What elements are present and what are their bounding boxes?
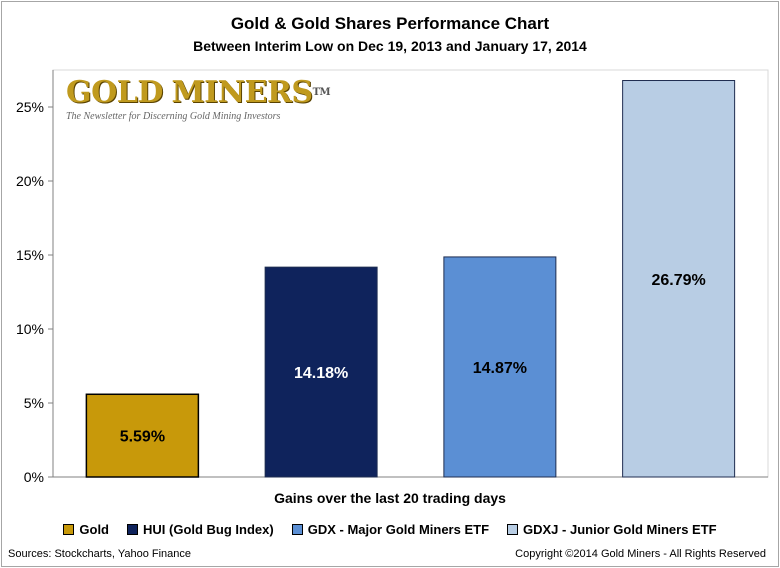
chart-legend: Gold HUI (Gold Bug Index) GDX - Major Gold… xyxy=(0,522,780,537)
legend-item: GDXJ - Junior Gold Miners ETF xyxy=(507,522,717,537)
y-tick-label: 20% xyxy=(16,173,44,189)
legend-label: GDX - Major Gold Miners ETF xyxy=(307,522,490,537)
bar xyxy=(264,266,378,478)
logo-trademark: TM xyxy=(312,87,331,98)
legend-item: HUI (Gold Bug Index) xyxy=(127,522,274,537)
logo-name-part1: GOLD xyxy=(66,75,163,110)
bar xyxy=(622,80,736,478)
y-tick-label: 0% xyxy=(24,469,44,485)
chart-subtitle: Between Interim Low on Dec 19, 2013 and … xyxy=(193,38,587,54)
y-tick-label: 10% xyxy=(16,321,44,337)
bar xyxy=(443,256,557,478)
y-tick-label: 15% xyxy=(16,247,44,263)
gold-miners-logo: GOLD MINERSTM The Newsletter for Discern… xyxy=(66,78,331,123)
legend-item: GDX - Major Gold Miners ETF xyxy=(291,522,490,537)
bar-value-label: 5.59% xyxy=(120,429,165,446)
bar-value-label: 14.18% xyxy=(294,365,348,382)
logo-tagline: The Newsletter for Discerning Gold Minin… xyxy=(66,111,281,122)
logo-name-part2: MINERS xyxy=(171,75,313,110)
x-axis-label: Gains over the last 20 trading days xyxy=(274,490,506,506)
y-tick-label: 5% xyxy=(24,395,44,411)
logo-wordmark: GOLD MINERSTM xyxy=(66,78,331,108)
chart-title: Gold & Gold Shares Performance Chart xyxy=(230,14,550,33)
bar xyxy=(85,393,200,478)
bar-value-label: 14.87% xyxy=(473,360,527,377)
legend-item: Gold xyxy=(63,522,109,537)
sources-note: Sources: Stockcharts, Yahoo Finance xyxy=(8,548,192,560)
legend-label: GDXJ - Junior Gold Miners ETF xyxy=(523,522,717,537)
legend-label: HUI (Gold Bug Index) xyxy=(143,522,274,537)
legend-swatch xyxy=(291,524,303,535)
legend-swatch xyxy=(507,524,519,535)
copyright-note: Copyright ©2014 Gold Miners - All Rights… xyxy=(515,548,766,560)
y-tick-label: 25% xyxy=(16,99,44,115)
bar-value-label: 26.79% xyxy=(651,272,705,289)
legend-swatch xyxy=(63,524,75,535)
legend-label: Gold xyxy=(79,522,109,537)
legend-swatch xyxy=(127,524,138,535)
